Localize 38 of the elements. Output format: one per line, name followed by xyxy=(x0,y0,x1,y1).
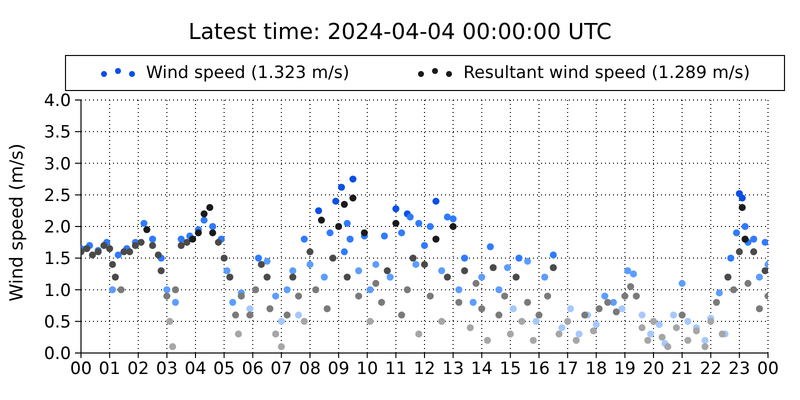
x-tick-label: 02 xyxy=(127,359,150,380)
x-tick-label: 17 xyxy=(556,359,578,380)
y-tick-label: 3.0 xyxy=(44,154,71,174)
y-tick-label: 1.5 xyxy=(44,249,71,270)
x-tick-label: 23 xyxy=(728,359,750,380)
x-tick-label: 22 xyxy=(700,359,722,380)
chart-title: Latest time: 2024-04-04 00:00:00 UTC xyxy=(187,20,613,45)
x-tick-label: 20 xyxy=(642,359,664,380)
y-tick-label: 1.0 xyxy=(44,280,71,301)
x-tick-label: 11 xyxy=(385,359,407,380)
y-tick-label: 0.0 xyxy=(44,344,71,364)
y-axis-title: Wind speed (m/s) xyxy=(6,143,28,302)
x-tick-label: 09 xyxy=(328,359,350,380)
x-tick-label: 10 xyxy=(356,359,378,380)
x-tick-label: 01 xyxy=(98,359,120,380)
x-tick-label: 14 xyxy=(470,359,493,380)
x-tick-label: 13 xyxy=(442,359,464,380)
legend-label: Resultant wind speed (1.289 m/s) xyxy=(463,63,750,83)
x-tick-label: 00 xyxy=(70,359,92,380)
x-tick-label: 07 xyxy=(270,359,292,380)
x-tick-label: 04 xyxy=(184,359,206,380)
y-tick-label: 4.0 xyxy=(44,91,71,112)
x-tick-label: 21 xyxy=(671,359,693,380)
y-tick-label: 3.5 xyxy=(44,122,71,143)
x-tick-label: 19 xyxy=(614,359,636,380)
legend-label: Wind speed (1.323 m/s) xyxy=(146,63,350,83)
x-tick-label: 15 xyxy=(500,359,522,380)
y-tick-label: 2.5 xyxy=(44,186,71,206)
x-tick-label: 08 xyxy=(299,359,321,380)
x-tick-label: 05 xyxy=(213,359,235,380)
x-tick-label: 00 xyxy=(757,359,779,380)
x-tick-label: 18 xyxy=(585,359,608,380)
x-tick-label: 12 xyxy=(414,359,436,380)
x-tick-label: 16 xyxy=(528,359,550,380)
y-tick-label: 2.0 xyxy=(44,218,71,238)
y-tick-label: 0.5 xyxy=(44,312,71,332)
x-tick-label: 03 xyxy=(156,359,178,380)
x-tick-label: 06 xyxy=(242,359,264,380)
